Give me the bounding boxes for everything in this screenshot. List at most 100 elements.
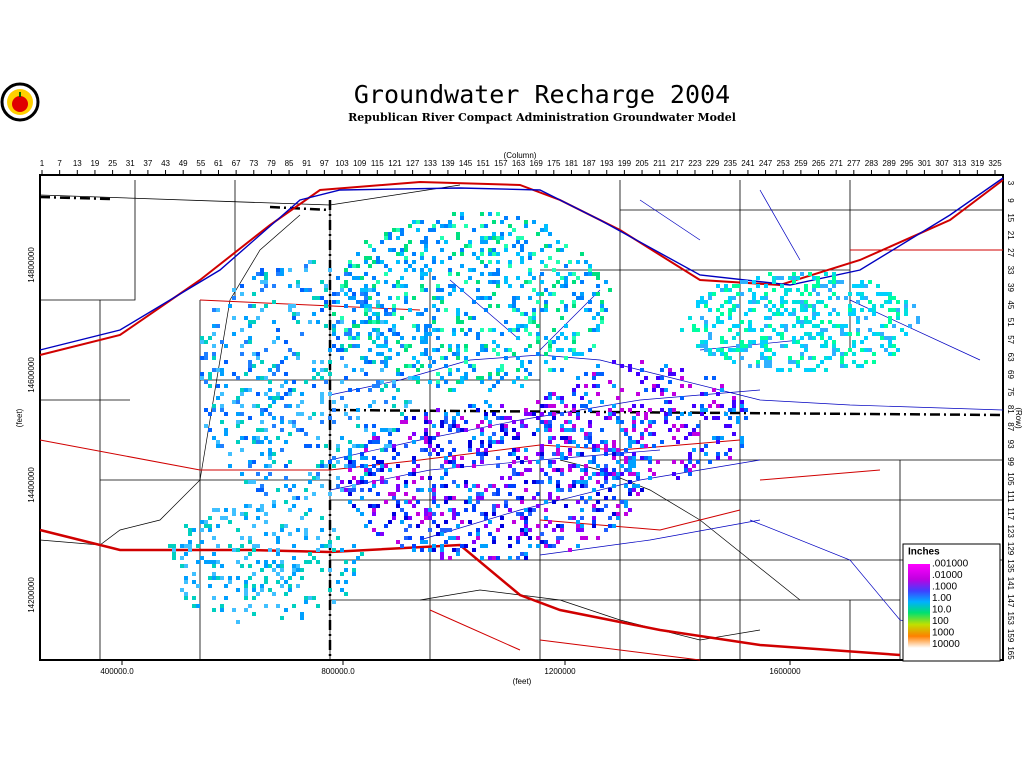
recharge-cell [520, 496, 524, 500]
recharge-cell [464, 312, 468, 316]
recharge-cell [384, 264, 388, 268]
recharge-cell [756, 300, 760, 304]
recharge-cell [460, 428, 464, 432]
recharge-cell [480, 248, 484, 252]
recharge-cell [688, 412, 692, 416]
recharge-cell [324, 304, 328, 308]
recharge-cell [512, 300, 516, 304]
recharge-cell [836, 280, 840, 284]
recharge-cell [568, 488, 572, 492]
recharge-cell [200, 376, 204, 380]
recharge-cell [392, 324, 396, 328]
recharge-cell [516, 432, 520, 436]
recharge-cell [812, 316, 816, 320]
recharge-cell [272, 568, 276, 572]
recharge-cell [864, 284, 868, 288]
recharge-cell [372, 424, 376, 428]
recharge-cell [292, 568, 296, 572]
recharge-cell [516, 328, 520, 332]
recharge-cell [880, 332, 884, 336]
recharge-cell [572, 292, 576, 296]
recharge-cell [500, 436, 504, 440]
column-tick-label: 289 [882, 159, 896, 168]
recharge-cell [756, 284, 760, 288]
recharge-cell [488, 280, 492, 284]
recharge-cell [272, 400, 276, 404]
recharge-cell [420, 436, 424, 440]
recharge-cell [348, 488, 352, 492]
recharge-cell [532, 316, 536, 320]
recharge-cell [492, 340, 496, 344]
recharge-cell [632, 404, 636, 408]
recharge-cell [336, 484, 340, 488]
recharge-cell [796, 288, 800, 292]
recharge-cell [432, 492, 436, 496]
recharge-cell [676, 476, 680, 480]
recharge-cell [484, 488, 488, 492]
recharge-cell [256, 356, 260, 360]
recharge-cell [556, 240, 560, 244]
recharge-cell [280, 396, 284, 400]
recharge-cell [780, 312, 784, 316]
recharge-cell [824, 272, 828, 276]
recharge-cell [260, 360, 264, 364]
recharge-cell [496, 380, 500, 384]
recharge-cell [368, 256, 372, 260]
recharge-cell [312, 368, 316, 372]
recharge-cell [328, 392, 332, 396]
recharge-cell [708, 404, 712, 408]
recharge-cell [592, 472, 596, 476]
recharge-cell [488, 424, 492, 428]
recharge-cell [304, 288, 308, 292]
recharge-cell [512, 296, 516, 300]
recharge-cell [724, 352, 728, 356]
recharge-cell [280, 560, 284, 564]
column-tick-label: 127 [406, 159, 420, 168]
recharge-cell [312, 384, 316, 388]
recharge-cell [760, 340, 764, 344]
column-tick-label: 301 [918, 159, 932, 168]
recharge-cell [260, 488, 264, 492]
recharge-cell [560, 316, 564, 320]
legend-title: Inches [908, 547, 940, 558]
recharge-cell [240, 436, 244, 440]
recharge-cell [284, 372, 288, 376]
recharge-cell [552, 500, 556, 504]
recharge-cell [364, 292, 368, 296]
recharge-cell [384, 356, 388, 360]
recharge-cell [356, 508, 360, 512]
recharge-cell [532, 276, 536, 280]
recharge-cell [488, 436, 492, 440]
recharge-cell [208, 376, 212, 380]
recharge-cell [264, 376, 268, 380]
recharge-cell [528, 332, 532, 336]
recharge-cell [508, 304, 512, 308]
recharge-cell [716, 440, 720, 444]
recharge-cell [272, 592, 276, 596]
recharge-cell [512, 228, 516, 232]
recharge-cell [564, 280, 568, 284]
recharge-cell [548, 344, 552, 348]
recharge-cell [596, 364, 600, 368]
recharge-cell [432, 548, 436, 552]
recharge-cell [488, 388, 492, 392]
recharge-cell [288, 420, 292, 424]
recharge-cell [320, 420, 324, 424]
recharge-cell [884, 292, 888, 296]
recharge-cell [492, 328, 496, 332]
recharge-cell [708, 308, 712, 312]
recharge-cell [344, 404, 348, 408]
recharge-cell [524, 280, 528, 284]
recharge-cell [608, 288, 612, 292]
recharge-cell [812, 284, 816, 288]
recharge-cell [452, 212, 456, 216]
recharge-cell [532, 480, 536, 484]
recharge-cell [332, 408, 336, 412]
recharge-cell [532, 496, 536, 500]
column-axis-label: (Column) [504, 151, 537, 160]
recharge-cell [512, 304, 516, 308]
recharge-cell [380, 304, 384, 308]
recharge-cell [248, 604, 252, 608]
recharge-cell [424, 236, 428, 240]
row-tick-label: 87 [1006, 422, 1015, 431]
